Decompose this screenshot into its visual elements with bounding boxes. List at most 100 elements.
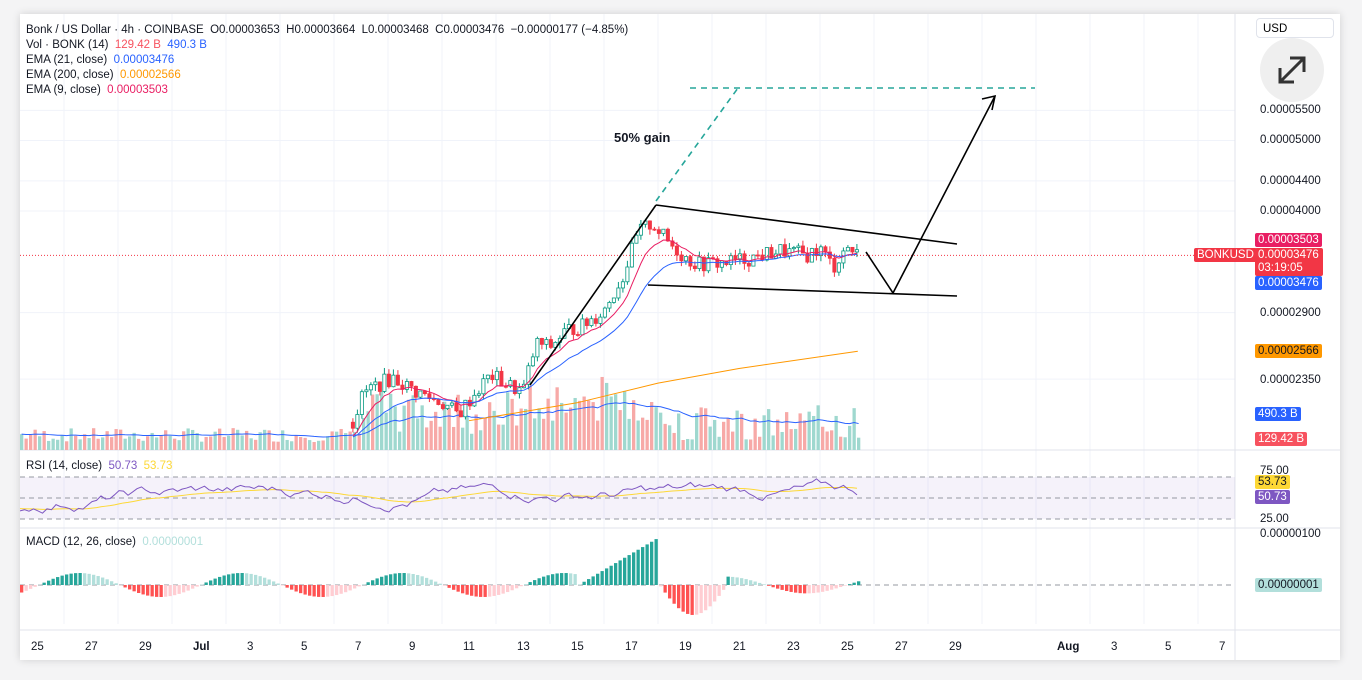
- macd-legend[interactable]: MACD (12, 26, close) 0.00000001: [26, 536, 203, 548]
- last-price: 0.00003476: [1258, 249, 1319, 261]
- volume-bar: [83, 434, 87, 450]
- macd-histogram-bar: [92, 574, 96, 585]
- candle-body: [746, 262, 751, 267]
- volume-bar: [195, 433, 199, 450]
- macd-histogram-bar: [51, 578, 55, 585]
- candle-body: [548, 339, 553, 348]
- macd-histogram-bar: [587, 579, 591, 585]
- candle-body: [733, 255, 738, 260]
- candle-body: [823, 246, 828, 253]
- volume-bar: [308, 440, 312, 450]
- macd-histogram-bar: [852, 582, 856, 585]
- macd-histogram-bar: [240, 573, 244, 585]
- macd-histogram-bar: [537, 578, 541, 585]
- volume-bar: [762, 415, 766, 450]
- volume-bar: [483, 417, 487, 450]
- macd-histogram-bar: [785, 585, 789, 592]
- chart-canvas[interactable]: [20, 14, 1340, 660]
- time-tick: 27: [85, 641, 98, 653]
- candle-body: [526, 365, 531, 385]
- candle-body: [377, 381, 382, 392]
- currency-selector[interactable]: USD: [1256, 18, 1334, 38]
- volume-bar: [398, 431, 402, 450]
- rsi-label: RSI (14, close): [26, 460, 103, 472]
- projected-path-line: [865, 95, 996, 295]
- macd-histogram-bar: [29, 585, 33, 589]
- vol-ma-tag: 490.3 B: [1255, 407, 1301, 421]
- candle-body: [607, 302, 612, 309]
- volume-bar: [681, 439, 685, 450]
- last-price-tag: 0.00003476 03:19:05: [1255, 248, 1323, 276]
- macd-histogram-bar: [191, 585, 195, 589]
- volume-bar: [92, 428, 96, 450]
- macd-histogram-bar: [609, 565, 613, 585]
- volume-bar: [780, 431, 784, 450]
- time-tick: 5: [1165, 641, 1172, 653]
- candle-body: [350, 421, 355, 429]
- volume-bar: [578, 400, 582, 450]
- volume-bar: [713, 419, 717, 450]
- macd-histogram-bar: [690, 585, 694, 615]
- ema21-legend[interactable]: EMA (21, close) 0.00003476: [26, 54, 174, 66]
- macd-histogram-bar: [290, 585, 294, 590]
- vol-legend[interactable]: Vol · BONK (14) 129.42 B 490.3 B: [26, 39, 207, 51]
- macd-histogram-bar: [348, 585, 352, 591]
- volume-bar: [65, 441, 69, 450]
- volume-bar: [618, 410, 622, 450]
- ema200-legend[interactable]: EMA (200, close) 0.00002566: [26, 69, 181, 81]
- macd-histogram-bar: [78, 573, 82, 585]
- volume-bar: [164, 430, 168, 450]
- macd-histogram-bar: [744, 579, 748, 585]
- rsi-legend[interactable]: RSI (14, close) 50.73 53.73: [26, 460, 172, 472]
- macd-histogram-bar: [110, 581, 114, 585]
- candle-body: [836, 262, 841, 273]
- symbol-tag: BONKUSD: [1194, 248, 1257, 262]
- expand-button[interactable]: [1260, 38, 1324, 102]
- macd-histogram-bar: [515, 585, 519, 589]
- volume-bar: [191, 429, 195, 450]
- candle-body: [706, 257, 711, 272]
- rsi-tag: 50.73: [1255, 490, 1290, 504]
- volume-bar: [672, 432, 676, 450]
- macd-histogram-bar: [546, 575, 550, 585]
- volume-bar: [384, 412, 388, 450]
- chart-window: Bonk / US Dollar · 4h · COINBASE O0.0000…: [20, 14, 1340, 660]
- volume-bar: [654, 407, 658, 450]
- macd-histogram-bar: [389, 574, 393, 585]
- candle-body: [593, 318, 598, 324]
- macd-histogram-bar: [375, 578, 379, 585]
- macd-histogram-bar: [429, 579, 433, 585]
- volume-bar: [848, 425, 852, 450]
- volume-bar: [510, 398, 514, 450]
- ema9-legend[interactable]: EMA (9, close) 0.00003503: [26, 84, 168, 96]
- macd-histogram-bar: [771, 585, 775, 588]
- volume-bar: [447, 408, 451, 450]
- volume-bar: [186, 428, 190, 450]
- volume-bar: [456, 394, 460, 450]
- macd-histogram-bar: [641, 547, 645, 585]
- macd-histogram-bar: [128, 585, 132, 590]
- vol-value: 129.42 B: [114, 39, 161, 51]
- volume-bar: [339, 428, 343, 450]
- time-tick: 7: [1219, 641, 1226, 653]
- candle-body: [854, 249, 859, 253]
- volume-bar: [42, 431, 46, 450]
- volume-bar: [267, 430, 271, 450]
- macd-histogram-bar: [425, 577, 429, 585]
- macd-histogram-bar: [560, 573, 564, 585]
- macd-histogram-bar: [159, 585, 163, 597]
- volume-bar: [758, 436, 762, 450]
- macd-histogram-bar: [506, 585, 510, 593]
- volume-bar: [330, 431, 334, 450]
- volume-bar: [569, 407, 573, 450]
- volume-bar: [182, 431, 186, 450]
- time-tick: 27: [895, 641, 908, 653]
- macd-histogram-bar: [789, 585, 793, 592]
- ohlc-close: C0.00003476: [435, 24, 505, 36]
- macd-histogram-bar: [582, 581, 586, 585]
- volume-bar: [209, 436, 213, 450]
- candle-body: [449, 402, 454, 406]
- macd-histogram-bar: [677, 585, 681, 609]
- macd-histogram-bar: [627, 555, 631, 585]
- macd-histogram-bar: [366, 582, 370, 585]
